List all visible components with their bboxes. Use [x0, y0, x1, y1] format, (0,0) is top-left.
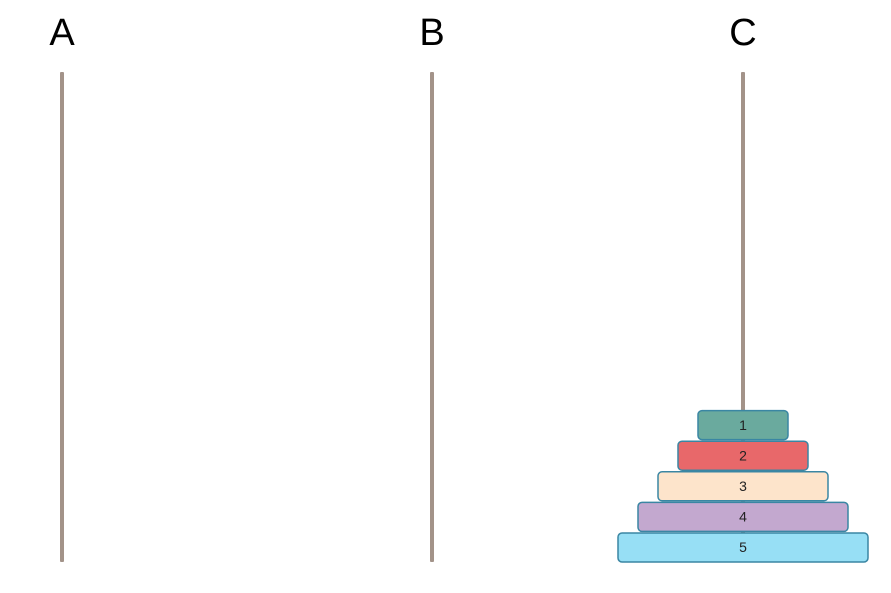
- disk-body[interactable]: [677, 440, 809, 471]
- peg-label: C: [729, 12, 756, 54]
- disk-label: 5: [739, 539, 747, 555]
- disk-body[interactable]: [617, 532, 869, 563]
- disk[interactable]: 1: [697, 409, 789, 441]
- disk[interactable]: 3: [657, 471, 829, 502]
- disk-body[interactable]: [637, 501, 849, 533]
- peg-label: A: [49, 12, 75, 54]
- disk-label: 4: [739, 509, 747, 525]
- disk-body[interactable]: [657, 471, 829, 502]
- peg-group[interactable]: A: [49, 12, 75, 562]
- disk-body[interactable]: [697, 409, 789, 441]
- disk[interactable]: 4: [637, 501, 849, 533]
- disk-label: 2: [739, 447, 747, 463]
- disk[interactable]: 5: [617, 532, 869, 563]
- peg-group[interactable]: B: [419, 12, 445, 562]
- peg-rod[interactable]: [60, 72, 64, 562]
- disk-label: 3: [739, 478, 747, 494]
- disk[interactable]: 2: [677, 440, 809, 471]
- disk-label: 1: [739, 417, 747, 433]
- peg-label: B: [419, 12, 444, 54]
- peg-group[interactable]: C 1 2 3 4 5: [617, 12, 869, 563]
- peg-rod[interactable]: [430, 72, 434, 562]
